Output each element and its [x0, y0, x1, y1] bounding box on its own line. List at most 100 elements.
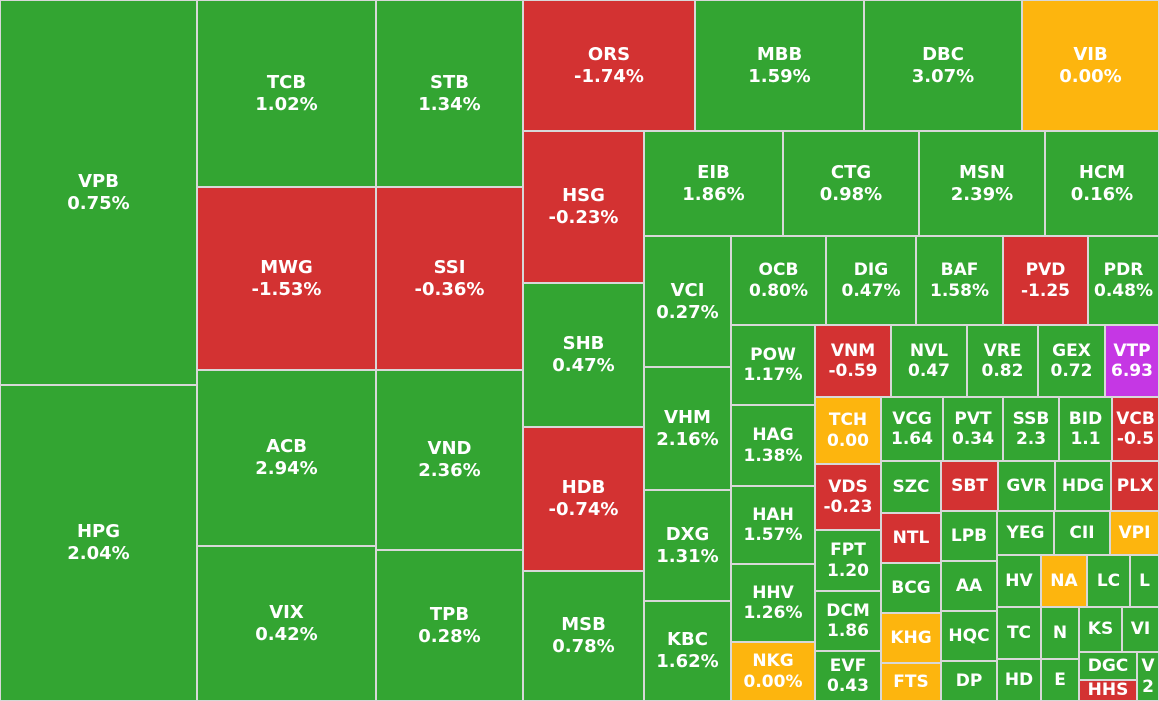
tile-vcb[interactable]: VCB -0.5: [1112, 397, 1159, 461]
tile-dp[interactable]: DP: [941, 661, 997, 701]
tile-dxg[interactable]: DXG 1.31%: [644, 490, 731, 601]
tile-vpi[interactable]: VPI: [1110, 511, 1159, 555]
tile-tch[interactable]: TCH 0.00: [815, 397, 881, 464]
tile-hpg[interactable]: HPG 2.04%: [0, 385, 197, 701]
tile-vtp[interactable]: VTP 6.93: [1105, 325, 1159, 397]
tile-mwg[interactable]: MWG -1.53%: [197, 187, 376, 370]
tile-symbol: SZC: [892, 476, 930, 497]
tile-vds[interactable]: VDS -0.23: [815, 464, 881, 530]
tile-vhm[interactable]: VHM 2.16%: [644, 367, 731, 490]
tile-change: -0.23%: [548, 207, 619, 228]
tile-hsg[interactable]: HSG -0.23%: [523, 131, 644, 283]
tile-symbol: VND: [427, 438, 472, 460]
tile-n[interactable]: N: [1041, 607, 1079, 659]
tile-change: 0.47%: [841, 280, 901, 301]
tile-vix[interactable]: VIX 0.42%: [197, 546, 376, 701]
tile-symbol: AA: [955, 575, 983, 596]
tile-pdr[interactable]: PDR 0.48%: [1088, 236, 1159, 325]
tile-nvl[interactable]: NVL 0.47: [891, 325, 967, 397]
tile-pvt[interactable]: PVT 0.34: [943, 397, 1003, 461]
tile-tc[interactable]: TC: [997, 607, 1041, 659]
tile-hdb[interactable]: HDB -0.74%: [523, 427, 644, 571]
tile-tpb[interactable]: TPB 0.28%: [376, 550, 523, 701]
tile-change: 0.00%: [1059, 65, 1122, 87]
tile-ctg[interactable]: CTG 0.98%: [783, 131, 919, 236]
tile-vpb[interactable]: VPB 0.75%: [0, 0, 197, 385]
tile-symbol: OCB: [758, 260, 799, 281]
tile-hd[interactable]: HD: [997, 659, 1041, 701]
tile-sbt[interactable]: SBT: [941, 461, 998, 511]
tile-vi[interactable]: VI: [1122, 607, 1159, 652]
tile-fpt[interactable]: FPT 1.20: [815, 530, 881, 591]
tile-vre[interactable]: VRE 0.82: [967, 325, 1038, 397]
tile-vnd[interactable]: VND 2.36%: [376, 370, 523, 550]
tile-pvd[interactable]: PVD -1.25: [1003, 236, 1088, 325]
tile-cii[interactable]: CII: [1054, 511, 1110, 555]
tile-symbol: MSN: [959, 161, 1005, 183]
tile-gex[interactable]: GEX 0.72: [1038, 325, 1105, 397]
tile-symbol: DGC: [1087, 655, 1129, 676]
tile-shb[interactable]: SHB 0.47%: [523, 283, 644, 427]
tile-baf[interactable]: BAF 1.58%: [916, 236, 1003, 325]
tile-fts[interactable]: FTS: [881, 663, 941, 701]
tile-kbc[interactable]: KBC 1.62%: [644, 601, 731, 701]
tile-yeg[interactable]: YEG: [997, 511, 1054, 555]
tile-l[interactable]: L: [1130, 555, 1159, 607]
tile-symbol: E: [1054, 669, 1066, 690]
tile-dcm[interactable]: DCM 1.86: [815, 591, 881, 651]
tile-symbol: VPI: [1118, 522, 1151, 543]
tile-plx[interactable]: PLX: [1111, 461, 1159, 511]
tile-gvr[interactable]: GVR: [998, 461, 1055, 511]
tile-eib[interactable]: EIB 1.86%: [644, 131, 783, 236]
tile-mbb[interactable]: MBB 1.59%: [695, 0, 864, 131]
tile-ocb[interactable]: OCB 0.80%: [731, 236, 826, 325]
tile-dgc[interactable]: DGC: [1079, 652, 1137, 680]
tile-change: -0.36%: [414, 278, 485, 300]
tile-na[interactable]: NA: [1041, 555, 1087, 607]
tile-symbol: VIB: [1073, 43, 1108, 65]
tile-evf[interactable]: EVF 0.43: [815, 651, 881, 701]
tile-ssi[interactable]: SSI -0.36%: [376, 187, 523, 370]
tile-bid[interactable]: BID 1.1: [1059, 397, 1112, 461]
tile-msn[interactable]: MSN 2.39%: [919, 131, 1045, 236]
tile-dig[interactable]: DIG 0.47%: [826, 236, 916, 325]
tile-tcb[interactable]: TCB 1.02%: [197, 0, 376, 187]
tile-symbol: ORS: [587, 43, 631, 65]
tile-change: 1.34%: [418, 93, 481, 115]
tile-nkg[interactable]: NKG 0.00%: [731, 642, 815, 701]
tile-acb[interactable]: ACB 2.94%: [197, 370, 376, 546]
tile-szc[interactable]: SZC: [881, 461, 941, 513]
tile-lpb[interactable]: LPB: [941, 511, 997, 561]
tile-vib[interactable]: VIB 0.00%: [1022, 0, 1159, 131]
tile-hdg[interactable]: HDG: [1055, 461, 1111, 511]
tile-bcg[interactable]: BCG: [881, 563, 941, 613]
tile-hhs[interactable]: HHS: [1079, 680, 1137, 701]
tile-ks[interactable]: KS: [1079, 607, 1122, 652]
tile-change: 1.64: [891, 429, 933, 449]
tile-ors[interactable]: ORS -1.74%: [523, 0, 695, 131]
tile-dbc[interactable]: DBC 3.07%: [864, 0, 1022, 131]
tile-hag[interactable]: HAG 1.38%: [731, 405, 815, 486]
tile-hv[interactable]: HV: [997, 555, 1041, 607]
tile-symbol: SBT: [951, 475, 988, 496]
tile-vcg[interactable]: VCG 1.64: [881, 397, 943, 461]
tile-pow[interactable]: POW 1.17%: [731, 325, 815, 405]
tile-msb[interactable]: MSB 0.78%: [523, 571, 644, 701]
tile-symbol: DBC: [922, 43, 964, 65]
tile-aa[interactable]: AA: [941, 561, 997, 611]
tile-e[interactable]: E: [1041, 659, 1079, 701]
tile-ssb[interactable]: SSB 2.3: [1003, 397, 1059, 461]
tile-change: 1.02%: [255, 93, 318, 115]
tile-vnm[interactable]: VNM -0.59: [815, 325, 891, 397]
tile-vci[interactable]: VCI 0.27%: [644, 236, 731, 367]
tile-lc[interactable]: LC: [1087, 555, 1130, 607]
tile-symbol: GVR: [1006, 475, 1047, 496]
tile-hqc[interactable]: HQC: [941, 611, 997, 661]
tile-ntl[interactable]: NTL: [881, 513, 941, 563]
tile-hhv[interactable]: HHV 1.26%: [731, 564, 815, 642]
tile-khg[interactable]: KHG: [881, 613, 941, 663]
tile-hah[interactable]: HAH 1.57%: [731, 486, 815, 564]
tile-stb[interactable]: STB 1.34%: [376, 0, 523, 187]
tile-hcm[interactable]: HCM 0.16%: [1045, 131, 1159, 236]
